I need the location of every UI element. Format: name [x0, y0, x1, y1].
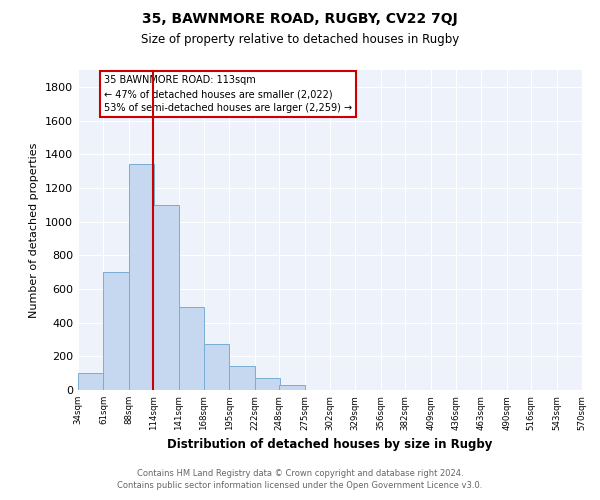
- Bar: [279, 385, 305, 390]
- Bar: [129, 164, 154, 390]
- Bar: [78, 373, 103, 390]
- Bar: [103, 272, 129, 390]
- Text: 35, BAWNMORE ROAD, RUGBY, CV22 7QJ: 35, BAWNMORE ROAD, RUGBY, CV22 7QJ: [142, 12, 458, 26]
- Bar: [255, 378, 280, 390]
- Bar: [179, 308, 204, 390]
- Text: Contains HM Land Registry data © Crown copyright and database right 2024.: Contains HM Land Registry data © Crown c…: [137, 468, 463, 477]
- Y-axis label: Number of detached properties: Number of detached properties: [29, 142, 40, 318]
- Text: Contains public sector information licensed under the Open Government Licence v3: Contains public sector information licen…: [118, 481, 482, 490]
- Text: 35 BAWNMORE ROAD: 113sqm
← 47% of detached houses are smaller (2,022)
53% of sem: 35 BAWNMORE ROAD: 113sqm ← 47% of detach…: [104, 75, 352, 113]
- Bar: [153, 204, 179, 390]
- Bar: [229, 366, 255, 390]
- Bar: [204, 344, 229, 390]
- Text: Size of property relative to detached houses in Rugby: Size of property relative to detached ho…: [141, 32, 459, 46]
- X-axis label: Distribution of detached houses by size in Rugby: Distribution of detached houses by size …: [167, 438, 493, 451]
